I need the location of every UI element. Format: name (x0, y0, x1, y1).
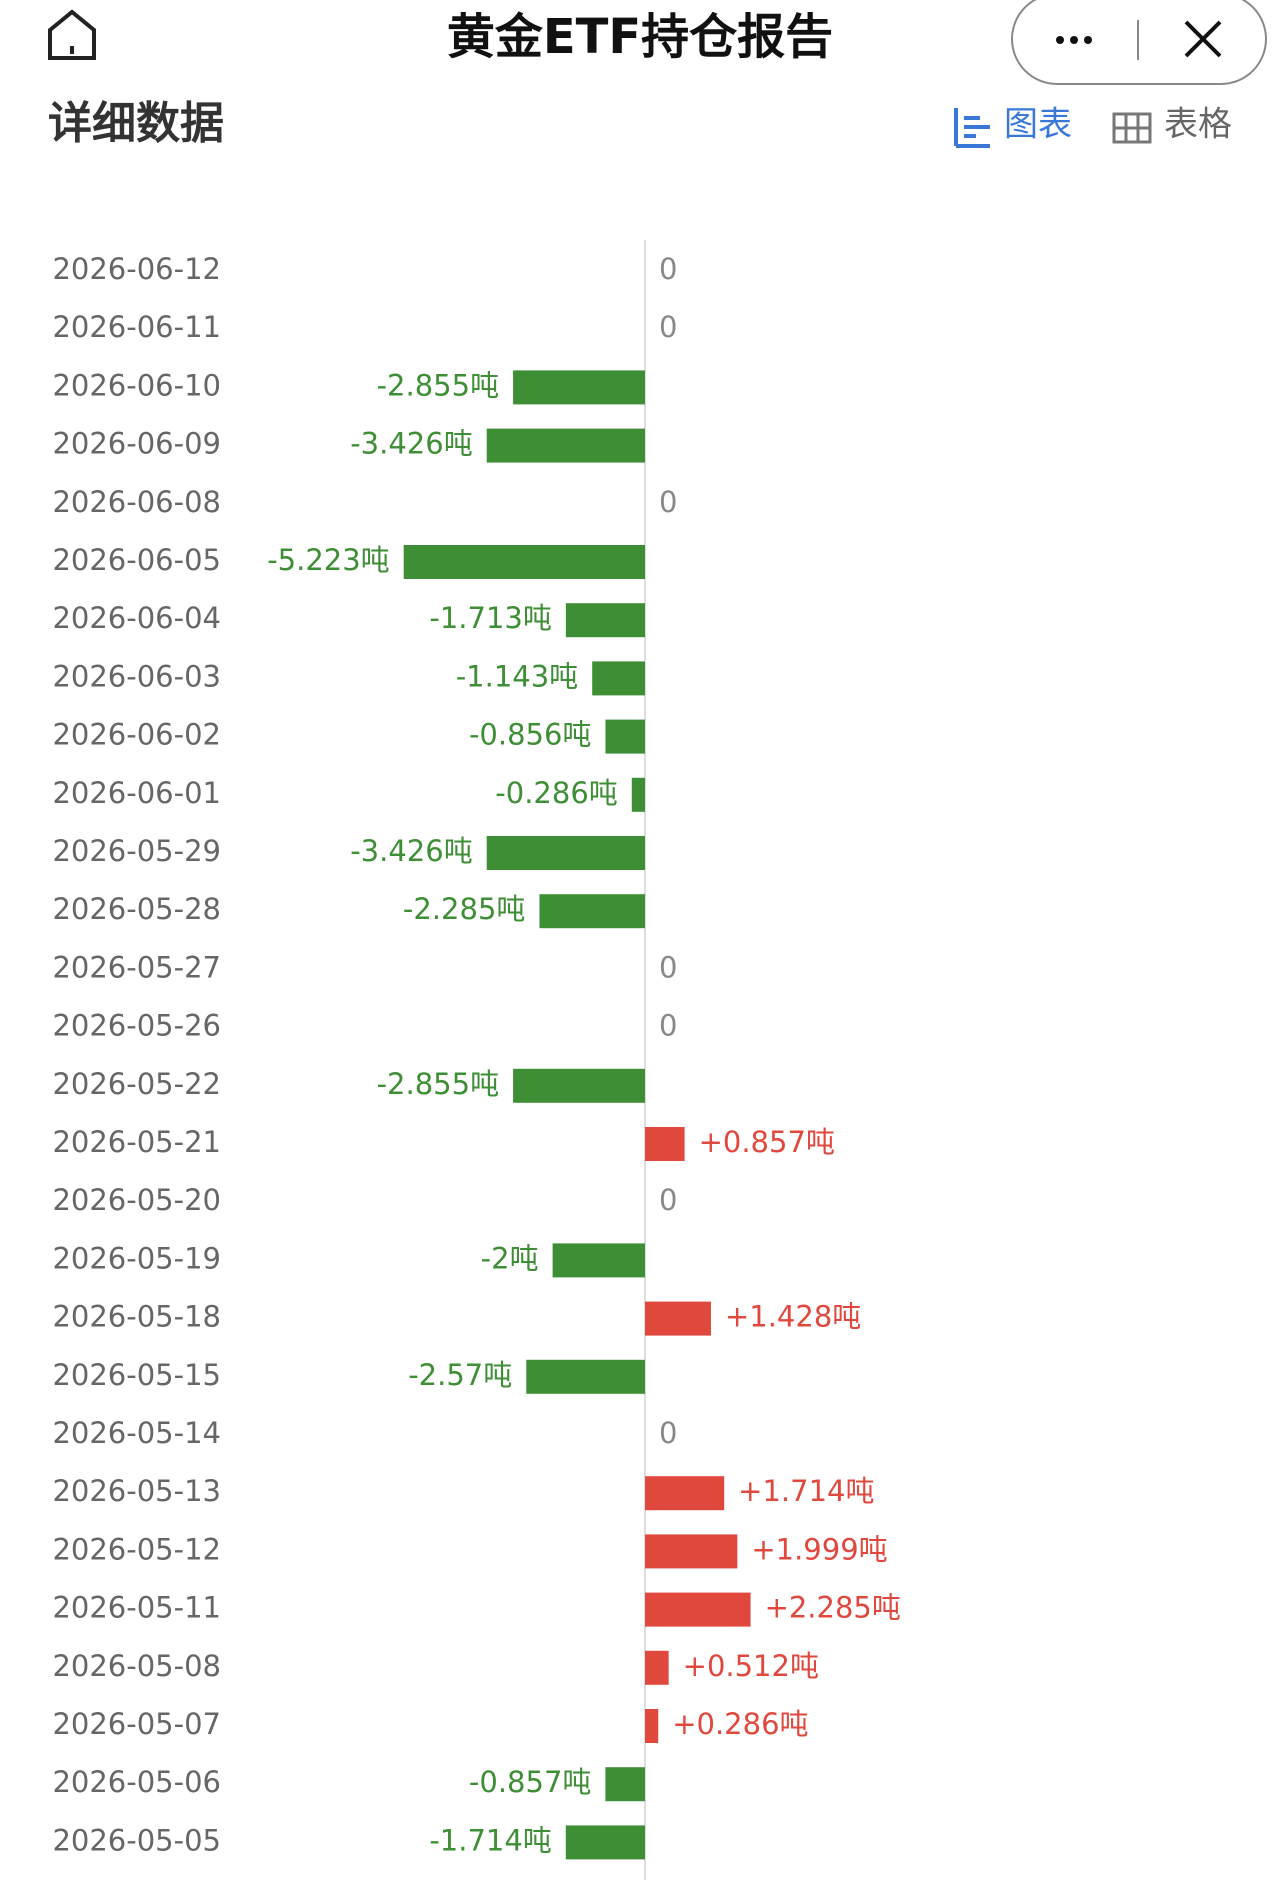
value-label: -2.285吨 (403, 892, 526, 926)
value-label: 0 (659, 950, 677, 984)
value-label: 0 (659, 1416, 677, 1450)
bar (645, 1127, 685, 1161)
bar (486, 428, 645, 463)
category-label: 2026-05-18 (52, 1300, 221, 1334)
section-title: 详细数据 (48, 98, 224, 149)
category-label: 2026-06-10 (52, 368, 221, 402)
value-label: 0 (659, 252, 677, 286)
dot (1070, 36, 1078, 44)
value-label: -2.855吨 (377, 368, 500, 402)
value-label: -1.143吨 (456, 659, 579, 693)
close-icon (1184, 20, 1222, 58)
value-label: -0.286吨 (495, 776, 618, 810)
bar (539, 894, 645, 929)
value-label: -1.713吨 (429, 601, 552, 635)
category-label: 2026-05-26 (52, 1009, 221, 1043)
value-label: -3.426吨 (350, 427, 473, 461)
bar (486, 836, 645, 870)
category-label: 2026-05-22 (52, 1067, 221, 1101)
bar (645, 1301, 711, 1336)
dot (1056, 36, 1064, 44)
value-label: -5.223吨 (267, 543, 390, 577)
bar (526, 1359, 645, 1394)
category-label: 2026-06-02 (52, 718, 221, 752)
home-button[interactable] (48, 9, 96, 60)
chart-tab-label: 图表 (1004, 105, 1072, 145)
category-label: 2026-06-08 (52, 485, 221, 519)
table-tab[interactable]: 表格 (1112, 105, 1232, 145)
home-icon (48, 9, 96, 60)
chart: 2026-06-12 0 2026-06-11 0 2026-06-10 -2.855吨 2… (52, 240, 901, 1880)
value-label: +1.428吨 (725, 1300, 861, 1334)
category-label: 2026-05-29 (52, 834, 221, 868)
category-label: 2026-05-13 (52, 1474, 221, 1508)
value-label: -2.855吨 (377, 1067, 500, 1101)
category-label: 2026-05-27 (52, 950, 221, 984)
bar (645, 1476, 725, 1511)
category-label: 2026-05-20 (52, 1183, 221, 1217)
table-tab-label: 表格 (1164, 105, 1232, 145)
value-label: +2.285吨 (765, 1591, 901, 1625)
bar (605, 719, 645, 754)
dot (1084, 36, 1092, 44)
category-label: 2026-05-08 (52, 1649, 221, 1683)
category-label: 2026-05-11 (52, 1591, 221, 1625)
value-label: -0.857吨 (469, 1765, 592, 1799)
category-label: 2026-05-12 (52, 1532, 221, 1566)
bar (565, 603, 645, 638)
chart-tab[interactable]: 图表 (954, 105, 1072, 148)
bar (565, 1825, 645, 1860)
category-label: 2026-06-09 (52, 427, 221, 461)
bar (631, 777, 645, 812)
category-label: 2026-05-21 (52, 1125, 221, 1159)
value-label: -2吨 (481, 1241, 539, 1275)
bar (513, 1068, 645, 1103)
bar (592, 661, 645, 696)
table-tab-icon (1112, 112, 1152, 144)
value-label: 0 (659, 1009, 677, 1043)
category-label: 2026-06-03 (52, 659, 221, 693)
category-label: 2026-05-15 (52, 1358, 221, 1392)
value-label: -2.57吨 (408, 1358, 512, 1392)
value-label: +1.714吨 (738, 1474, 874, 1508)
bar (645, 1592, 751, 1627)
category-label: 2026-05-05 (52, 1823, 221, 1857)
capsule (1011, 0, 1267, 85)
category-label: 2026-05-28 (52, 892, 221, 926)
value-label: +0.512吨 (683, 1649, 819, 1683)
value-label: +1.999吨 (751, 1532, 887, 1566)
category-label: 2026-05-06 (52, 1765, 221, 1799)
bar (645, 1709, 659, 1743)
category-label: 2026-05-14 (52, 1416, 221, 1450)
value-label: -0.856吨 (469, 718, 592, 752)
chart-tab-icon (954, 108, 990, 148)
page-title: 黄金ETF持仓报告 (447, 9, 833, 65)
value-label: +0.857吨 (699, 1125, 835, 1159)
close-button[interactable] (1184, 20, 1222, 58)
bar (513, 370, 645, 405)
category-label: 2026-06-12 (52, 252, 221, 286)
category-label: 2026-06-04 (52, 601, 221, 635)
value-label: 0 (659, 485, 677, 519)
category-label: 2026-05-07 (52, 1707, 221, 1741)
value-label: +0.286吨 (672, 1707, 808, 1741)
value-label: -3.426吨 (350, 834, 473, 868)
bar (645, 1534, 738, 1569)
value-label: 0 (659, 1183, 677, 1217)
more-button[interactable] (1056, 36, 1092, 44)
bar (403, 545, 645, 579)
bar (552, 1243, 645, 1278)
category-label: 2026-06-05 (52, 543, 221, 577)
category-label: 2026-06-11 (52, 310, 221, 344)
value-label: -1.714吨 (429, 1823, 552, 1857)
category-label: 2026-05-19 (52, 1241, 221, 1275)
category-label: 2026-06-01 (52, 776, 221, 810)
bar (645, 1650, 669, 1685)
value-label: 0 (659, 310, 677, 344)
bar (605, 1767, 645, 1802)
